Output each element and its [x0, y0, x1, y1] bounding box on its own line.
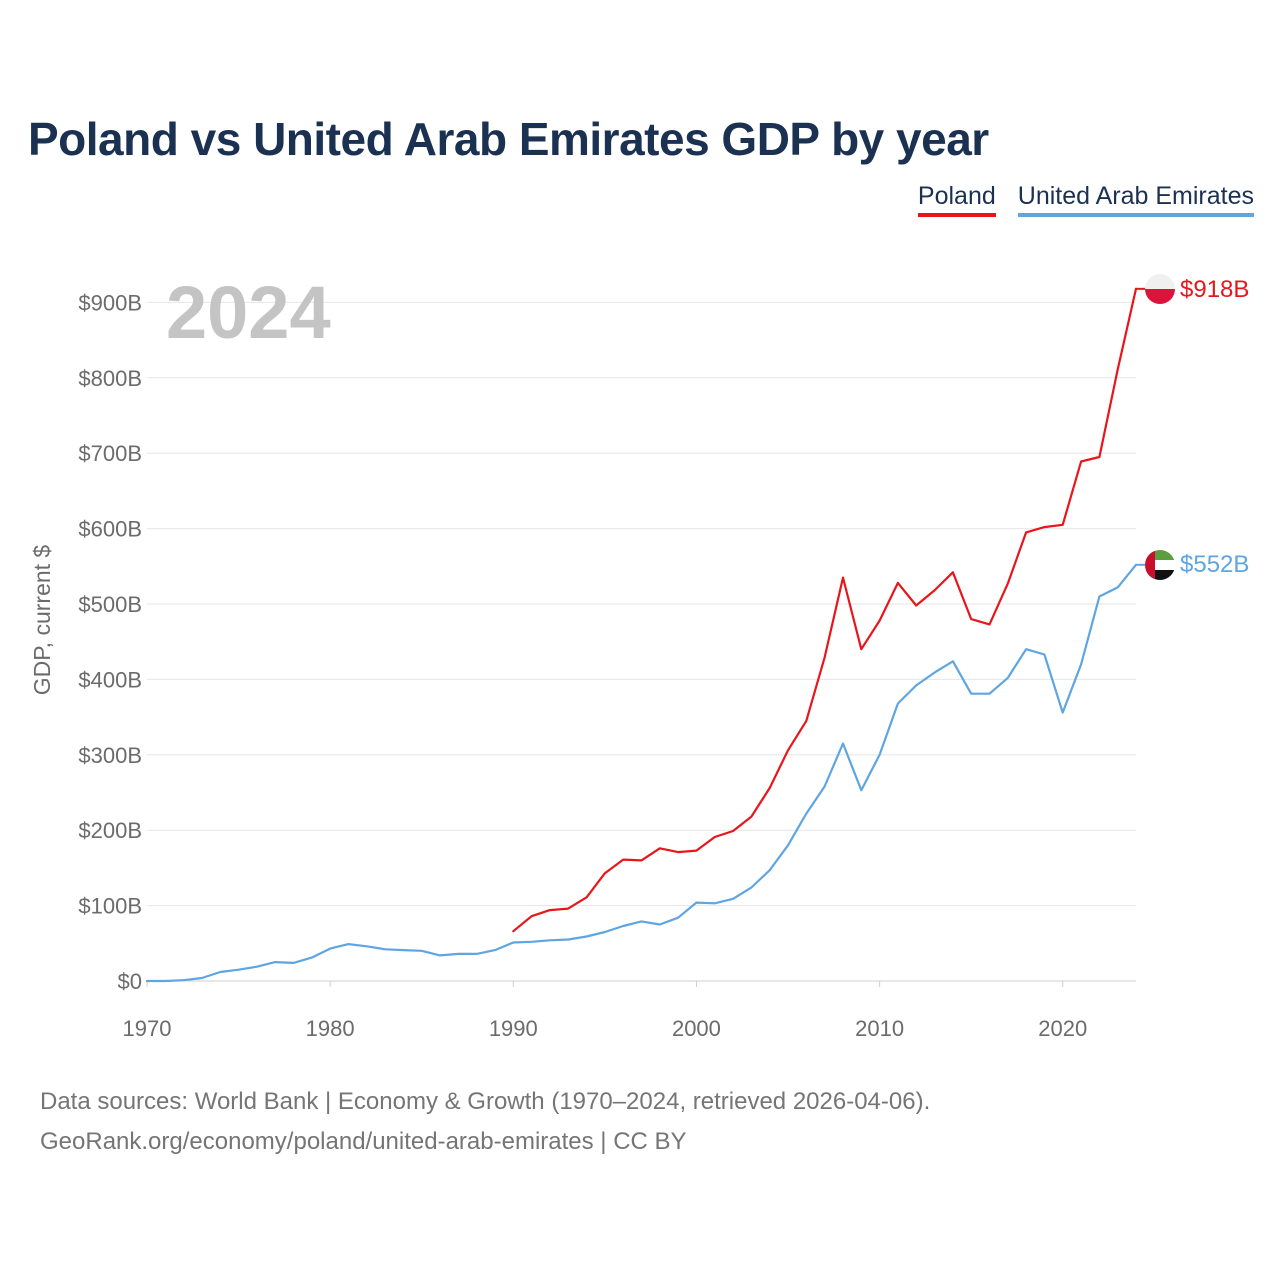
- y-axis-title: GDP, current $: [29, 545, 55, 696]
- source-note: Data sources: World Bank | Economy & Gro…: [40, 1082, 930, 1162]
- source-line-2[interactable]: GeoRank.org/economy/poland/united-arab-e…: [40, 1128, 687, 1155]
- x-tick-label: 1970: [123, 1016, 172, 1041]
- series-lines: [145, 287, 1146, 983]
- legend-item-poland[interactable]: Poland: [917, 182, 996, 217]
- x-tick-label: 1990: [489, 1016, 538, 1041]
- y-tick-label: $900B: [78, 290, 142, 315]
- legend-item-uae[interactable]: United Arab Emirates: [1017, 182, 1254, 217]
- poland-flag-icon: [1145, 274, 1175, 304]
- y-tick-label: $400B: [78, 667, 142, 692]
- y-tick-label: $500B: [78, 592, 142, 617]
- uae-end-value-label: $552B: [1180, 551, 1249, 578]
- y-tick-label: $300B: [78, 743, 142, 768]
- y-tick-label: $700B: [78, 441, 142, 466]
- y-tick-label: $600B: [78, 517, 142, 542]
- x-tick-label: 1980: [306, 1016, 355, 1041]
- y-tick-label: $100B: [78, 894, 142, 919]
- x-tick-label: 2020: [1038, 1016, 1087, 1041]
- legend: Poland United Arab Emirates: [917, 182, 1254, 217]
- y-tick-label: $200B: [78, 818, 142, 843]
- x-tick-label: 2010: [855, 1016, 904, 1041]
- y-axis: $0 $100B $200B $300B $400B $500B $600B $700B $80…: [78, 290, 142, 994]
- series-line-uae[interactable]: [145, 563, 1138, 983]
- series-line-poland[interactable]: [512, 287, 1138, 933]
- year-watermark: 2024: [166, 271, 331, 354]
- uae-flag-icon: [1145, 550, 1175, 580]
- y-tick-label: $0: [118, 969, 142, 994]
- x-tick-label: 2000: [672, 1016, 721, 1041]
- grid-lines: [147, 301, 1136, 982]
- y-tick-label: $800B: [78, 366, 142, 391]
- x-axis: 1970 1980 1990 2000 2010 2020: [123, 981, 1087, 1041]
- chart-title: Poland vs United Arab Emirates GDP by ye…: [28, 113, 989, 165]
- source-line-1: Data sources: World Bank | Economy & Gro…: [40, 1088, 931, 1115]
- poland-end-value-label: $918B: [1180, 276, 1249, 303]
